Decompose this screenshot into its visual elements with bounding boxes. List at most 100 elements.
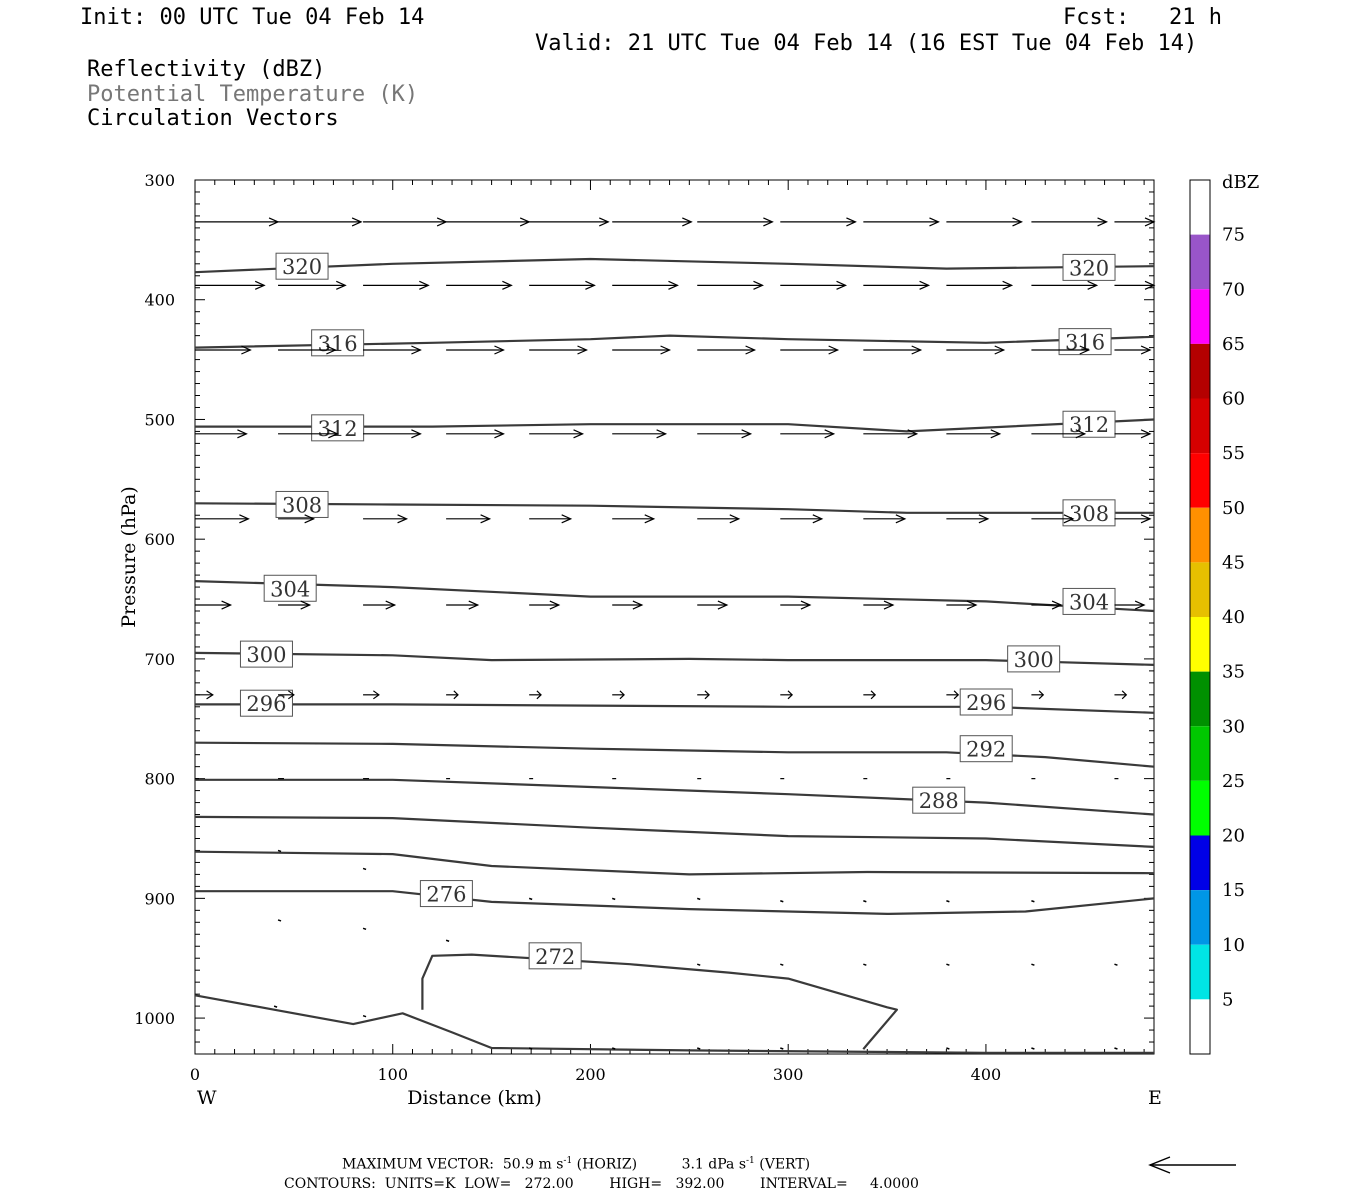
colorbar-level-label: 70 xyxy=(1222,279,1245,300)
colorbar-segment xyxy=(1190,944,1210,1000)
x-tick-label: 100 xyxy=(377,1065,408,1084)
y-tick-label: 400 xyxy=(144,291,175,310)
contour-label-box xyxy=(311,414,365,442)
circulation-vector-head xyxy=(990,429,1002,439)
contour-label: 320 xyxy=(1069,256,1109,280)
circulation-vector xyxy=(528,1047,533,1050)
circulation-vector-head xyxy=(836,280,848,290)
circulation-vector-head xyxy=(573,429,585,439)
circulation-vector-head xyxy=(1134,600,1146,610)
contour-label-box xyxy=(1062,253,1116,281)
y-tick-label: 600 xyxy=(144,530,175,549)
contour-label: 300 xyxy=(246,643,286,667)
colorbar-level-label: 50 xyxy=(1222,498,1245,519)
circulation-vector-head xyxy=(351,217,363,227)
circulation-vector-head xyxy=(870,690,877,700)
colorbar-level-label: 40 xyxy=(1222,607,1245,628)
circulation-vector-head xyxy=(1121,690,1128,700)
circulation-vector-head xyxy=(326,345,337,355)
circulation-vector xyxy=(946,1047,950,1050)
circulation-vector xyxy=(1114,1047,1118,1050)
circulation-vector-head xyxy=(704,690,710,700)
circulation-vector-head xyxy=(907,429,919,439)
circulation-vector-head xyxy=(966,600,978,610)
y-tick-label: 300 xyxy=(144,171,175,190)
colorbar-segment xyxy=(1190,398,1210,454)
contour-label: 292 xyxy=(966,738,1006,762)
circulation-vector-head xyxy=(619,690,625,700)
y-tick-label: 900 xyxy=(144,889,175,908)
circulation-vector-head xyxy=(385,600,397,610)
circulation-vector-head xyxy=(846,217,857,227)
theta-contour-308 xyxy=(194,502,1154,514)
contour-label-box xyxy=(311,329,365,357)
colorbar-level-label: 60 xyxy=(1222,389,1245,410)
circulation-vector-head xyxy=(549,600,561,610)
circulation-vector xyxy=(863,900,867,903)
colorbar-level-label: 25 xyxy=(1222,771,1245,792)
circulation-vector-head xyxy=(1144,217,1156,227)
circulation-vector-head xyxy=(502,280,513,290)
colorbar-segment xyxy=(1190,999,1210,1054)
init-time: Init: 00 UTC Tue 04 Feb 14 xyxy=(80,5,425,30)
max-vector-line: MAXIMUM VECTOR: 50.9 m s-1 (HORIZ) 3.1 d… xyxy=(342,1156,811,1173)
circulation-vector xyxy=(863,963,867,966)
theta-contour-276 xyxy=(195,890,1155,916)
circulation-vector-head xyxy=(397,514,409,524)
y-tick-label: 500 xyxy=(144,410,175,429)
circulation-vector-head xyxy=(1097,217,1109,227)
contour-label-box xyxy=(1062,587,1116,615)
circulation-vector-head xyxy=(411,345,422,355)
circulation-vector xyxy=(1031,900,1035,903)
circulation-vector-head xyxy=(480,514,492,524)
colorbar-level-label: 65 xyxy=(1222,334,1245,355)
circulation-vector-head xyxy=(994,345,1006,355)
theta-contour-312 xyxy=(195,418,1155,433)
circulation-vector-head xyxy=(1051,600,1063,610)
circulation-vector xyxy=(946,900,950,903)
circulation-vector xyxy=(1031,963,1035,966)
circulation-vector xyxy=(946,963,950,966)
contour-label: 276 xyxy=(426,883,466,907)
circulation-vector xyxy=(780,1047,784,1050)
contour-label: 272 xyxy=(535,945,575,969)
circulation-vector-head xyxy=(919,280,931,290)
contour-label: 304 xyxy=(1069,590,1109,614)
max-vector-arrow-head xyxy=(1148,1156,1171,1174)
circulation-vector-head xyxy=(468,600,480,610)
circulation-vector xyxy=(697,897,701,901)
circulation-vector-head xyxy=(1079,345,1091,355)
circulation-vector-head xyxy=(237,429,248,439)
circulation-vector-head xyxy=(800,600,812,610)
circulation-vector-head xyxy=(1063,514,1075,524)
contour-label-box xyxy=(1007,645,1061,673)
contour-label: 288 xyxy=(919,789,959,813)
theta-contour-284 xyxy=(194,815,1155,848)
colorbar-level-label: 45 xyxy=(1222,552,1245,573)
circulation-vector-head xyxy=(717,600,729,610)
circulation-vector-head xyxy=(812,514,824,524)
contour-label: 308 xyxy=(1069,502,1109,526)
circulation-vector xyxy=(780,963,784,966)
circulation-vector-head xyxy=(656,429,668,439)
circulation-vector xyxy=(362,867,367,871)
y-tick-label: 1000 xyxy=(134,1009,175,1028)
colorbar-segment xyxy=(1190,890,1210,945)
contour-label-box xyxy=(419,880,473,908)
circulation-vector xyxy=(780,900,784,903)
circulation-vector-head xyxy=(729,514,741,524)
circulation-vector-head xyxy=(787,690,794,700)
theta-contour-300 xyxy=(194,651,1155,666)
contour-label: 316 xyxy=(1065,331,1105,355)
colorbar-segment xyxy=(1190,180,1210,235)
circulation-vector-head xyxy=(494,345,505,355)
circulation-vector-head xyxy=(1140,514,1152,524)
contour-label-box xyxy=(528,942,582,970)
circulation-vector-head xyxy=(1002,280,1014,290)
circulation-vector-head xyxy=(745,345,757,355)
y-tick-label: 700 xyxy=(144,650,175,669)
theta-contour-280 xyxy=(194,850,1155,876)
circulation-vector-head xyxy=(287,690,295,700)
theta-contour-low xyxy=(194,994,1154,1054)
